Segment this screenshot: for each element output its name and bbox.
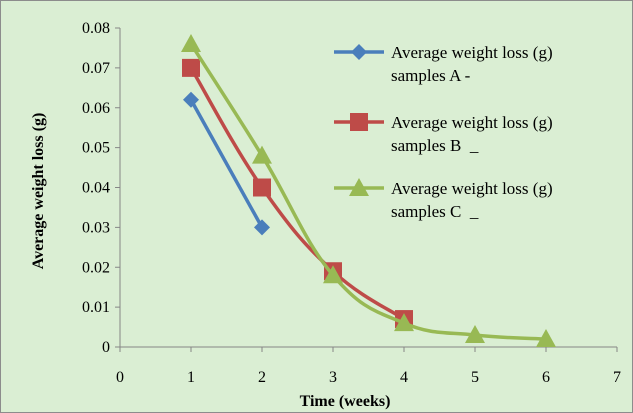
x-tick-label: 2 [258, 369, 266, 386]
data-point-c [465, 325, 485, 344]
x-tick-labels: 0 1 2 3 4 5 6 7 [116, 369, 621, 386]
legend-label-a: Average weight loss (g) [391, 43, 553, 62]
series-line-b [189, 66, 405, 321]
data-point-c [536, 329, 556, 348]
legend-marker-a [351, 44, 367, 60]
legend-label-b: Average weight loss (g) [391, 113, 553, 132]
x-axis-title: Time (weeks) [300, 393, 391, 410]
legend-marker-b [350, 113, 368, 131]
legend-label-b: samples B _ [391, 136, 479, 155]
y-tick-label: 0.07 [82, 60, 110, 77]
series-group [181, 33, 556, 348]
data-point-a [183, 91, 199, 108]
y-tick-label: 0 [102, 339, 110, 356]
legend-marker-c [349, 178, 369, 196]
y-tick-label: 0.03 [82, 219, 110, 236]
series-line-a [189, 98, 264, 229]
legend-label-c: Average weight loss (g) [391, 179, 553, 198]
legend-label-c: samples C _ [391, 202, 479, 221]
x-tick-label: 5 [471, 369, 479, 386]
x-tick-label: 7 [613, 369, 621, 386]
x-tick-label: 3 [329, 369, 337, 386]
x-tick-label: 1 [187, 369, 195, 386]
x-tick-label: 4 [400, 369, 408, 386]
y-tick-label: 0.08 [82, 20, 110, 37]
y-tick-labels: 0 0.01 0.02 0.03 0.04 0.05 0.06 0.07 0.08 [82, 20, 110, 356]
data-point-c [394, 313, 414, 332]
data-point-c [252, 145, 272, 164]
y-tick-label: 0.02 [82, 259, 110, 276]
y-tick-label: 0.06 [82, 100, 110, 117]
y-tick-label: 0.05 [82, 140, 110, 157]
legend: Average weight loss (g) samples A - Averag… [334, 43, 553, 221]
x-tick-label: 6 [542, 369, 550, 386]
y-axis-title: Average weight loss (g) [30, 113, 47, 270]
data-point-a [254, 219, 270, 236]
x-tick-label: 0 [116, 369, 124, 386]
legend-label-a: samples A - [391, 66, 471, 85]
y-tick-label: 0.01 [82, 299, 110, 316]
data-point-b [253, 178, 271, 197]
axes [115, 27, 618, 352]
data-point-c [323, 265, 343, 284]
y-tick-label: 0.04 [82, 180, 110, 197]
data-point-c [181, 33, 201, 52]
data-point-b [182, 58, 200, 77]
